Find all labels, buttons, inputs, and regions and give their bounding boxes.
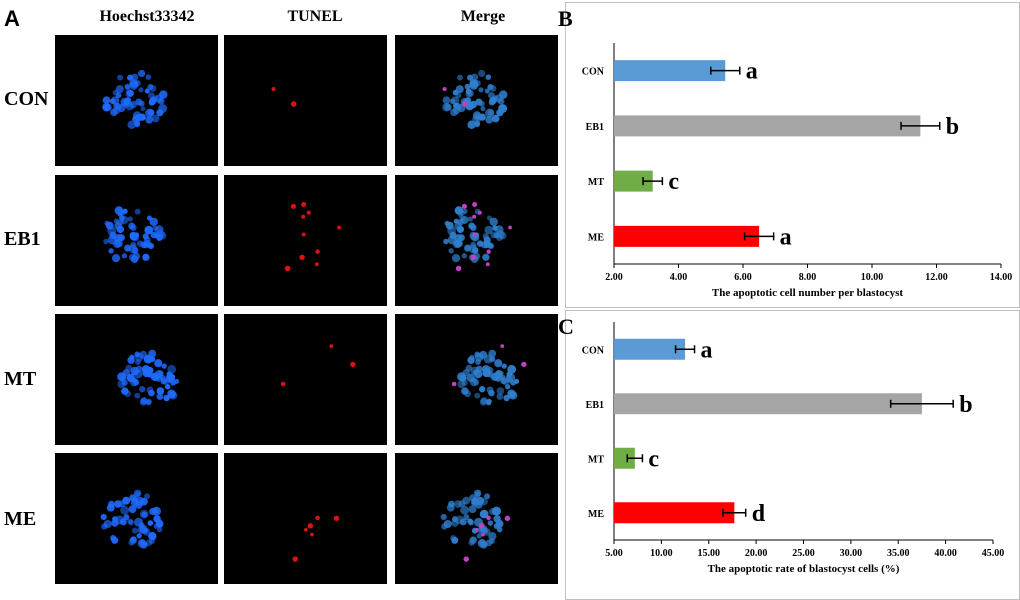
chart-b-significance-me: a: [780, 224, 792, 250]
column-header-hoechst: Hoechst33342: [99, 8, 195, 25]
chart-b-category-label-con: CON: [582, 67, 605, 78]
micrograph-con-hoechst: [55, 35, 218, 166]
chart-c-x-tick-label-1: 10.00: [650, 548, 673, 559]
chart-c-x-tick-label-6: 35.00: [887, 548, 910, 559]
chart-b-frame: [565, 2, 1020, 308]
row-label-mt: MT: [4, 368, 37, 390]
chart-c-category-label-eb1: EB1: [586, 400, 604, 411]
chart-b-category-label-mt: MT: [588, 177, 604, 188]
chart-c-significance-mt: c: [648, 446, 659, 472]
chart-c-bar-con: [614, 338, 686, 360]
chart-b-x-axis-title: The apoptotic cell number per blastocyst: [712, 287, 904, 299]
micrograph-mt-merge: [395, 314, 558, 445]
chart-c-significance-eb1: b: [959, 392, 972, 418]
chart-b-bar-con: [614, 60, 726, 82]
chart-b-bar-eb1: [614, 115, 921, 137]
micrograph-eb1-tunel: [224, 175, 387, 306]
chart-b-panel-letter: B: [558, 6, 573, 31]
chart-c-x-tick-label-0: 5.00: [605, 548, 623, 559]
chart-c-bar-me: [614, 502, 735, 524]
chart-b-significance-con: a: [746, 59, 758, 85]
chart-b-significance-mt: c: [668, 169, 679, 195]
micrograph-con-tunel: [224, 35, 387, 166]
chart-c: C CON a EB1 b MT c ME d 5.00 10.00 15.00 20.00 25.00 3…: [558, 310, 1020, 600]
chart-c-x-tick-label-4: 25.00: [792, 548, 815, 559]
micrograph-me-tunel: [224, 453, 387, 584]
chart-c-category-label-con: CON: [582, 345, 605, 356]
row-label-me: ME: [4, 508, 37, 530]
micrograph-eb1-merge: [395, 175, 558, 306]
column-header-tunel: TUNEL: [287, 8, 343, 25]
chart-c-x-tick-label-5: 30.00: [840, 548, 863, 559]
chart-b: B CON a EB1 b MT c ME a 2.00 4.00 6.00 8.00 10.00 12.0…: [558, 2, 1020, 308]
chart-b-x-tick-label-6: 14.00: [990, 272, 1013, 283]
column-header-merge: Merge: [460, 8, 506, 25]
chart-b-significance-eb1: b: [946, 114, 959, 140]
panel-a-letter: A: [4, 6, 20, 31]
chart-c-bar-eb1: [614, 393, 922, 415]
chart-c-panel-letter: C: [558, 314, 574, 339]
micrograph-mt-hoechst: [55, 314, 218, 445]
chart-c-x-tick-label-7: 40.00: [934, 548, 957, 559]
chart-b-x-tick-label-0: 2.00: [605, 272, 623, 283]
chart-c-category-label-me: ME: [588, 509, 604, 520]
chart-b-x-tick-label-4: 10.00: [861, 272, 884, 283]
chart-b-x-tick-label-2: 6.00: [734, 272, 752, 283]
row-label-eb1: EB1: [4, 228, 41, 250]
chart-b-bar-mt: [614, 170, 653, 192]
chart-b-x-tick-label-5: 12.00: [925, 272, 948, 283]
chart-b-x-tick-label-1: 4.00: [670, 272, 688, 283]
chart-c-bar-mt: [614, 447, 635, 469]
micrograph-con-merge: [395, 35, 558, 166]
chart-b-category-label-me: ME: [588, 232, 604, 243]
chart-c-x-tick-label-3: 20.00: [745, 548, 768, 559]
chart-c-category-label-mt: MT: [588, 454, 604, 465]
chart-c-x-tick-label-2: 15.00: [698, 548, 721, 559]
chart-c-significance-me: d: [752, 501, 766, 527]
chart-b-x-tick-label-3: 8.00: [799, 272, 817, 283]
micrograph-eb1-hoechst: [55, 175, 218, 306]
micrograph-mt-tunel: [224, 314, 387, 445]
chart-b-bar-me: [614, 225, 760, 247]
chart-c-x-axis-title: The apoptotic rate of blastocyst cells (…: [708, 563, 900, 575]
micrograph-me-hoechst: [55, 453, 218, 584]
micrograph-me-merge: [395, 453, 558, 584]
chart-b-category-label-eb1: EB1: [586, 122, 604, 133]
row-label-con: CON: [4, 88, 49, 110]
chart-c-significance-con: a: [701, 337, 713, 363]
chart-c-x-tick-label-8: 45.00: [982, 548, 1005, 559]
